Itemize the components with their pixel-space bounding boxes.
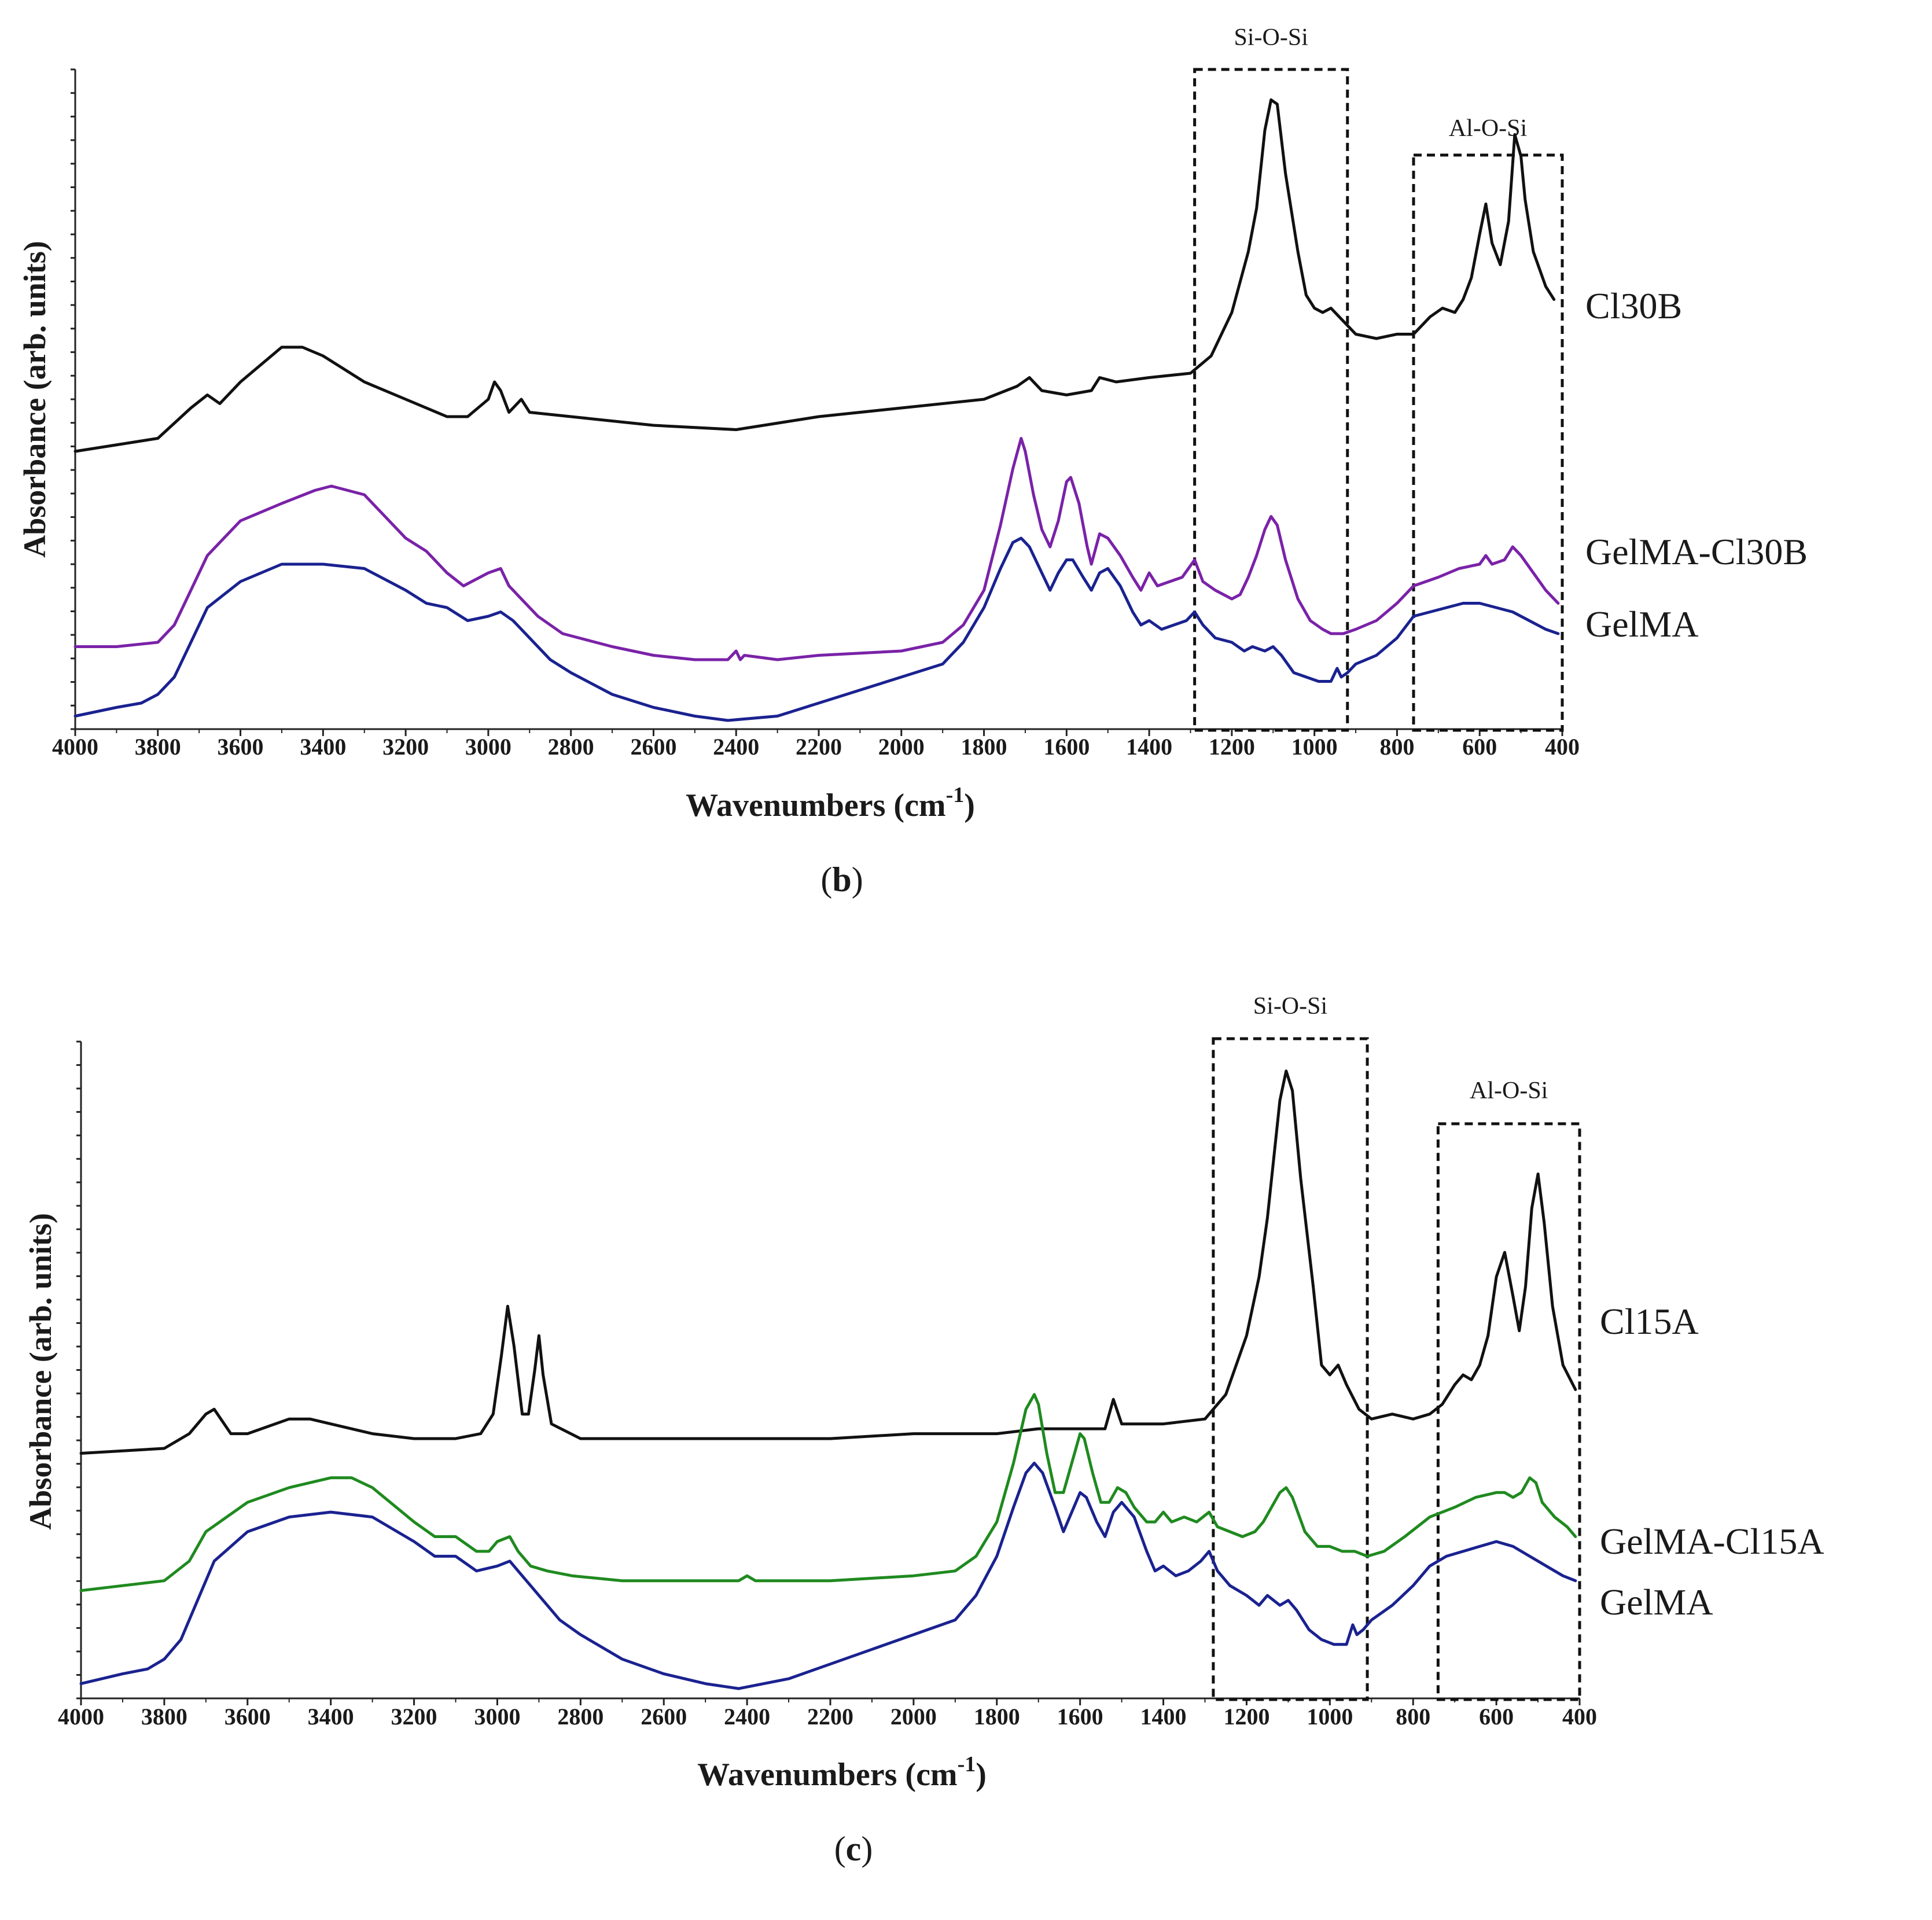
series-label: Cl15A	[1600, 1301, 1699, 1342]
region-label: Al-O-Si	[1470, 1077, 1548, 1104]
x-tick-label: 2600	[630, 734, 676, 760]
x-tick-label: 3600	[225, 1704, 271, 1730]
panel-label-close: )	[852, 860, 863, 899]
x-tick-label: 3400	[300, 734, 346, 760]
region-label: Si-O-Si	[1234, 24, 1308, 51]
series-label: GelMA	[1600, 1581, 1713, 1623]
x-tick-label: 3600	[218, 734, 264, 760]
x-axis-label: Wavenumbers (cm-1)	[697, 1752, 987, 1793]
region-box-al-o-si	[1412, 153, 1564, 732]
x-tick-label: 2400	[724, 1704, 770, 1730]
x-tick-label: 1200	[1209, 734, 1255, 760]
x-tick-label: 2800	[548, 734, 594, 760]
x-tick-label: 2000	[890, 1704, 937, 1730]
x-tick-label: 3200	[391, 1704, 437, 1730]
x-axis-label-main: Wavenumbers (cm	[686, 788, 946, 823]
y-axis-label: Absorbance (arb. units)	[17, 241, 52, 558]
x-tick-label: 4000	[52, 734, 98, 760]
x-tick-label: 2600	[641, 1704, 687, 1730]
panel-label-open: (	[820, 860, 832, 899]
x-tick-label: 400	[1545, 734, 1580, 760]
x-tick-label: 400	[1562, 1704, 1597, 1730]
x-tick-label: 1000	[1307, 1704, 1353, 1730]
panel-label-open: (	[834, 1830, 846, 1868]
x-tick-label: 3800	[135, 734, 181, 760]
x-tick-label: 1400	[1140, 1704, 1187, 1730]
x-tick-label: 800	[1379, 734, 1414, 760]
series-line-cl15a	[79, 1069, 1577, 1455]
panel-label-close: )	[861, 1830, 873, 1868]
panel-label-letter: c	[846, 1830, 862, 1868]
region-box-si-o-si	[1193, 68, 1349, 732]
x-tick-label: 3200	[382, 734, 429, 760]
x-axis-label-superscript: -1	[958, 1752, 976, 1776]
region-box-si-o-si	[1212, 1037, 1369, 1701]
series-label: GelMA	[1585, 604, 1699, 645]
x-tick-label: 3800	[141, 1704, 187, 1730]
region-box-al-o-si	[1436, 1122, 1581, 1701]
x-tick-label: 600	[1479, 1704, 1514, 1730]
x-axis-label-main: Wavenumbers (cm	[697, 1757, 958, 1793]
series-line-gelma-cl30b	[73, 437, 1560, 661]
series-line-cl30b	[73, 98, 1556, 453]
x-axis-label-close: )	[964, 788, 975, 823]
panel-c: 4000 3800 3600 3400 3200 3000 2800 2600 2400 2200…	[23, 993, 1824, 1868]
x-tick-label: 1800	[974, 1704, 1020, 1730]
x-axis-label: Wavenumbers (cm-1)	[686, 783, 975, 823]
x-tick-label: 1000	[1291, 734, 1338, 760]
x-tick-label: 2000	[878, 734, 925, 760]
x-tick-label: 1600	[1057, 1704, 1103, 1730]
x-tick-label: 1200	[1223, 1704, 1269, 1730]
series-line-gelma	[79, 1461, 1577, 1690]
x-tick-label: 2200	[807, 1704, 853, 1730]
x-axis-label-close: )	[976, 1757, 987, 1793]
x-tick-label: 1800	[961, 734, 1007, 760]
series-label: Cl30B	[1585, 285, 1682, 326]
series-label: GelMA-Cl15A	[1600, 1521, 1824, 1562]
x-tick-label: 2200	[796, 734, 842, 760]
x-tick-label: 4000	[58, 1704, 104, 1730]
panel-label: (b)	[820, 860, 863, 899]
panel-label-letter: b	[832, 860, 851, 899]
region-label: Si-O-Si	[1253, 993, 1327, 1020]
x-tick-label: 1600	[1043, 734, 1090, 760]
series-label: GelMA-Cl30B	[1585, 531, 1808, 572]
x-tick-label: 600	[1462, 734, 1497, 760]
x-tick-label: 3000	[474, 1704, 520, 1730]
x-tick-label: 3000	[465, 734, 511, 760]
x-tick-label: 1400	[1126, 734, 1172, 760]
panel-label: (c)	[834, 1830, 873, 1868]
panel-b: 4000 3800 3600 3400 3200 3000 2800 2600 2400 2200…	[17, 24, 1808, 899]
series-line-gelma	[73, 536, 1560, 722]
series-line-gelma-cl15a	[79, 1393, 1577, 1592]
x-tick-label: 3400	[308, 1704, 354, 1730]
x-tick-label: 800	[1396, 1704, 1430, 1730]
x-tick-label: 2400	[713, 734, 759, 760]
y-axis-label: Absorbance (arb. units)	[23, 1213, 58, 1530]
x-tick-label: 2800	[557, 1704, 603, 1730]
x-axis-label-superscript: -1	[946, 783, 965, 807]
